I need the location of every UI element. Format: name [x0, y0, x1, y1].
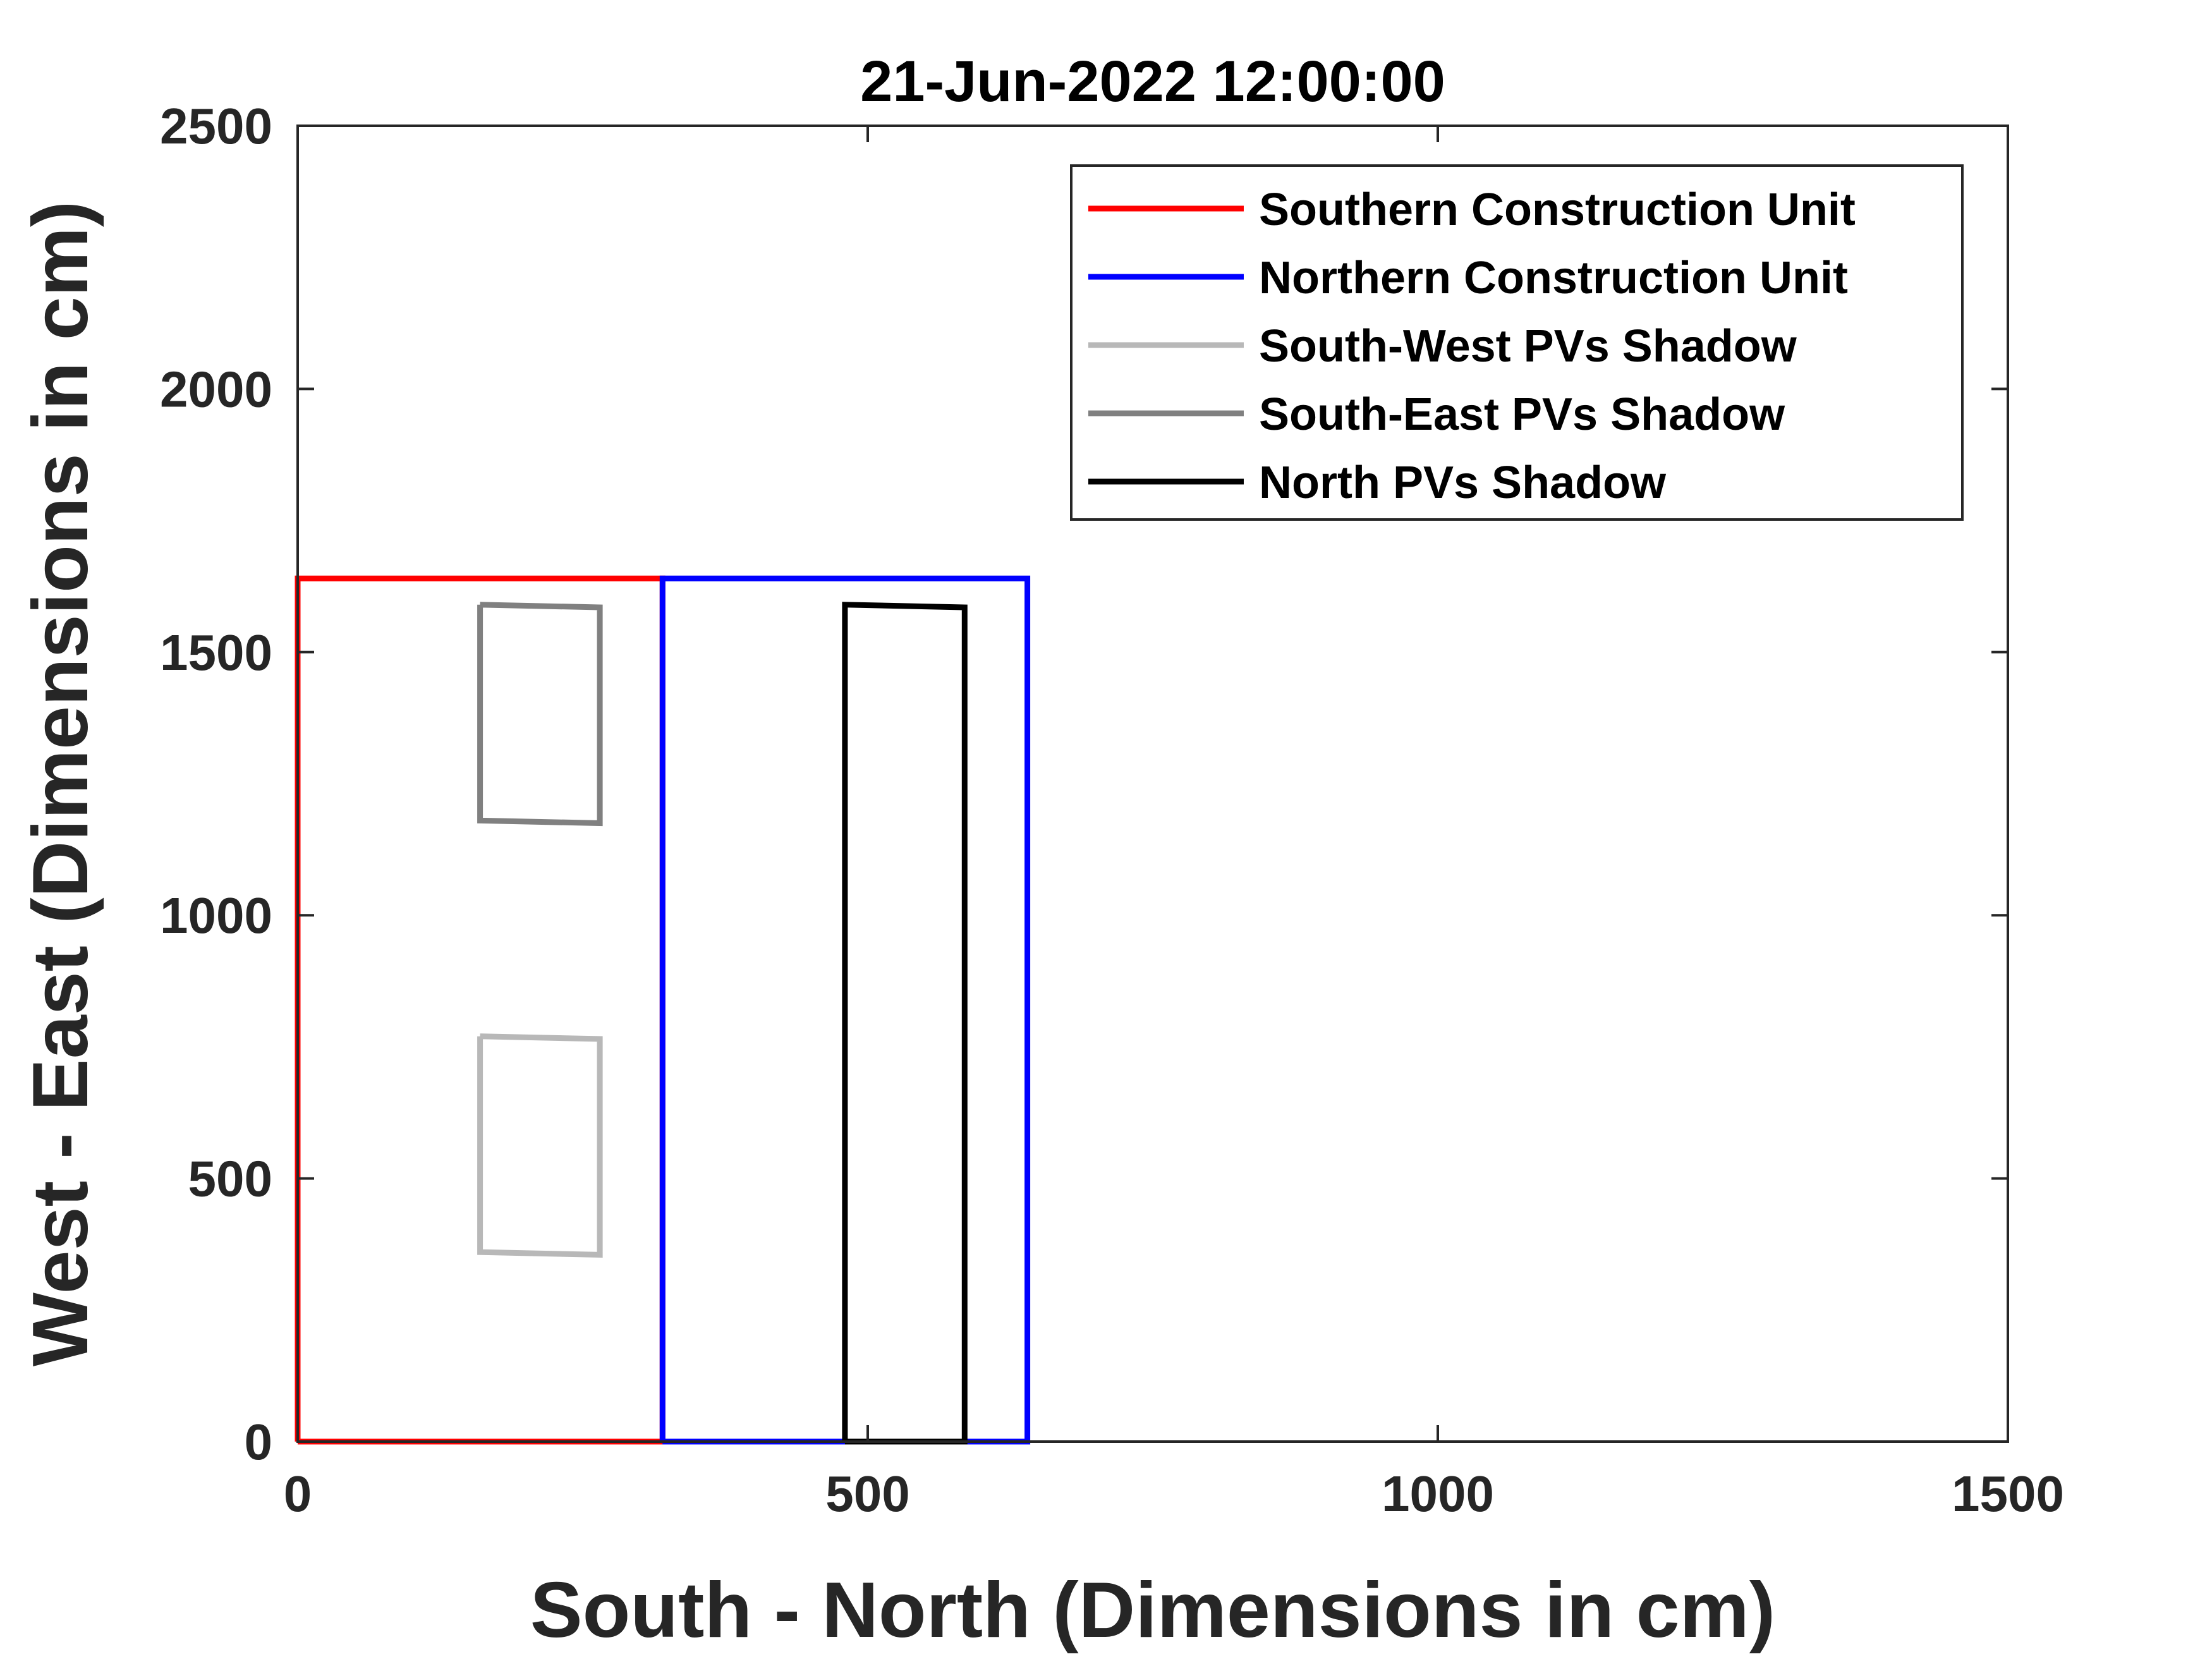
- x-tick-label-1: 500: [825, 1466, 909, 1522]
- legend: Southern Construction Unit Northern Const…: [1070, 164, 1964, 521]
- y-tick-label-1: 500: [188, 1151, 272, 1207]
- x-tick-label-0: 0: [284, 1466, 312, 1522]
- series-4-shape-0: [842, 602, 968, 1445]
- plot-frame: [296, 125, 2009, 1443]
- y-tick-label-4: 2000: [160, 361, 272, 417]
- series-3-shape-0: [477, 602, 603, 827]
- legend-label-1: Northern Construction Unit: [1259, 253, 1848, 303]
- x-tick-label-3: 1500: [1952, 1466, 2064, 1522]
- legend-items: Southern Construction Unit Northern Const…: [1088, 185, 1856, 508]
- y-tick-label-5: 2500: [160, 98, 272, 154]
- x-axis-title: South - North (Dimensions in cm): [530, 1567, 1775, 1654]
- legend-label-2: South-West PVs Shadow: [1259, 321, 1797, 372]
- y-axis-title: West - East (Dimensions in cm): [17, 201, 104, 1366]
- y-tick-label-0: 0: [245, 1414, 273, 1470]
- series-2-shape-0: [477, 1033, 603, 1258]
- legend-label-3: South-East PVs Shadow: [1259, 389, 1785, 440]
- legend-label-0: Southern Construction Unit: [1259, 185, 1856, 235]
- plot-area: [295, 575, 1031, 1445]
- legend-label-4: North PVs Shadow: [1259, 458, 1667, 508]
- y-tick-label-3: 1500: [160, 624, 272, 681]
- axis-ticks: 0 500 1000 1500 0 500 1000 1500 2000 2500: [160, 98, 2064, 1522]
- y-tick-label-2: 1000: [160, 887, 272, 944]
- chart-title: 21-Jun-2022 12:00:00: [860, 49, 1445, 114]
- x-tick-label-2: 1000: [1382, 1466, 1494, 1522]
